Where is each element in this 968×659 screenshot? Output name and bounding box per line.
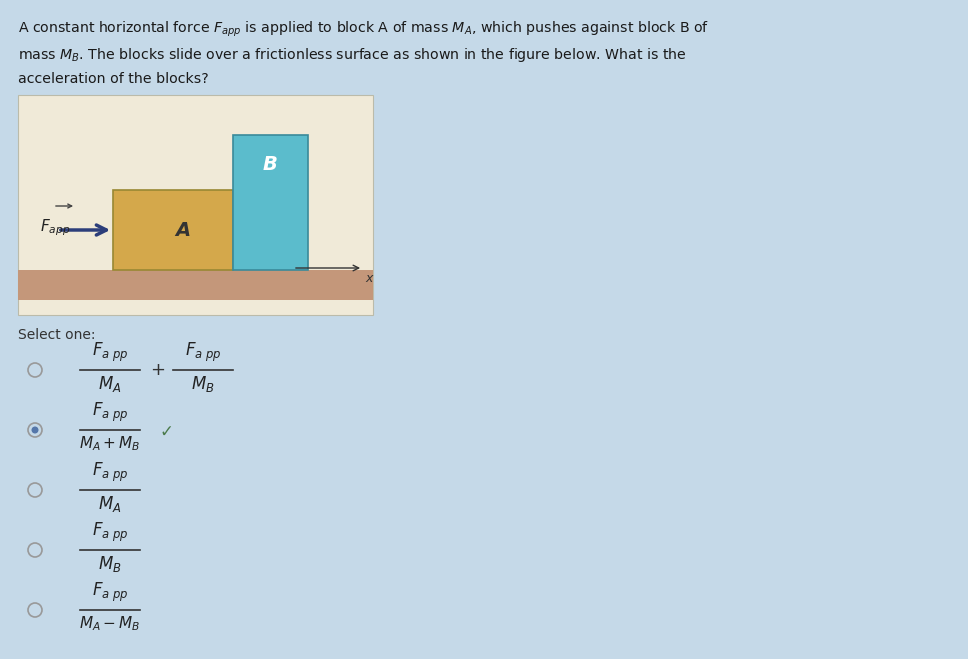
Text: $M_A$: $M_A$ bbox=[98, 494, 122, 514]
Text: ✓: ✓ bbox=[160, 423, 174, 441]
Text: $M_A+M_B$: $M_A+M_B$ bbox=[79, 434, 140, 453]
Text: B: B bbox=[263, 156, 278, 175]
Bar bbox=[18, 270, 373, 300]
Text: $\it{F}_{app}$: $\it{F}_{app}$ bbox=[40, 217, 71, 239]
Text: $M_A$: $M_A$ bbox=[98, 374, 122, 394]
Text: $F_{a\ pp}$: $F_{a\ pp}$ bbox=[185, 341, 222, 364]
Text: $F_{a\ pp}$: $F_{a\ pp}$ bbox=[92, 521, 129, 544]
Bar bbox=[18, 95, 373, 315]
Text: A constant horizontal force $\it{F}_{app}$ is applied to block A of mass $\it{M}: A constant horizontal force $\it{F}_{app… bbox=[18, 20, 710, 40]
Circle shape bbox=[32, 426, 39, 434]
Text: Select one:: Select one: bbox=[18, 328, 96, 342]
Bar bbox=[233, 135, 308, 270]
Text: mass $\it{M}_{B}$. The blocks slide over a frictionless surface as shown in the : mass $\it{M}_{B}$. The blocks slide over… bbox=[18, 46, 686, 64]
Text: $F_{a\ pp}$: $F_{a\ pp}$ bbox=[92, 341, 129, 364]
Text: $M_B$: $M_B$ bbox=[98, 554, 122, 574]
Bar bbox=[113, 190, 233, 270]
Text: x: x bbox=[365, 272, 373, 285]
Text: acceleration of the blocks?: acceleration of the blocks? bbox=[18, 72, 209, 86]
Text: $F_{a\ pp}$: $F_{a\ pp}$ bbox=[92, 401, 129, 424]
Text: +: + bbox=[150, 361, 166, 379]
Text: $F_{a\ pp}$: $F_{a\ pp}$ bbox=[92, 581, 129, 604]
Text: $M_B$: $M_B$ bbox=[192, 374, 215, 394]
Text: $F_{a\ pp}$: $F_{a\ pp}$ bbox=[92, 461, 129, 484]
Text: A: A bbox=[175, 221, 191, 239]
Text: $M_A-M_B$: $M_A-M_B$ bbox=[79, 614, 140, 633]
